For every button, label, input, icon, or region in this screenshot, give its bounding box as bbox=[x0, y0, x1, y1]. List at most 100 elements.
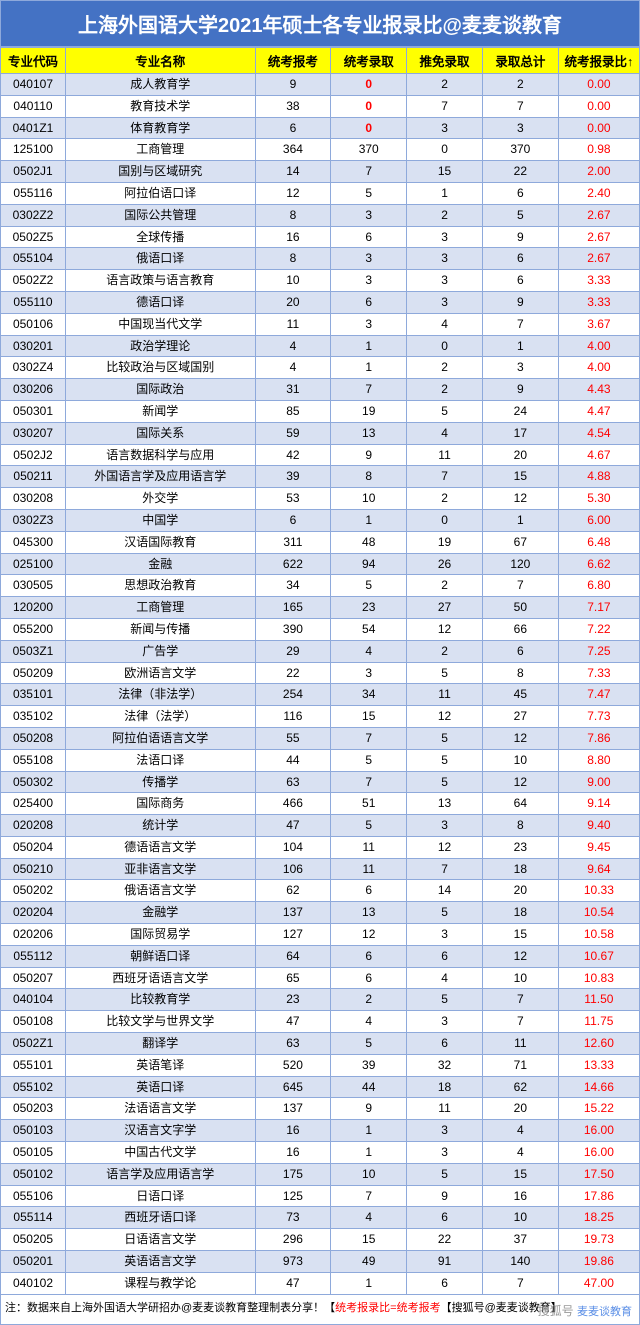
cell: 7 bbox=[331, 1185, 407, 1207]
cell: 法语口译 bbox=[65, 749, 255, 771]
cell: 125100 bbox=[1, 139, 66, 161]
cell: 364 bbox=[255, 139, 331, 161]
cell: 6 bbox=[331, 291, 407, 313]
cell: 广告学 bbox=[65, 640, 255, 662]
cell: 9.64 bbox=[558, 858, 639, 880]
cell: 9.40 bbox=[558, 815, 639, 837]
cell: 俄语语言文学 bbox=[65, 880, 255, 902]
cell: 12 bbox=[482, 945, 558, 967]
cell: 050106 bbox=[1, 313, 66, 335]
cell: 5 bbox=[407, 749, 483, 771]
cell: 阿拉伯语语言文学 bbox=[65, 727, 255, 749]
cell: 新闻学 bbox=[65, 400, 255, 422]
table-row: 040110教育技术学380770.00 bbox=[1, 95, 640, 117]
cell: 国别与区域研究 bbox=[65, 161, 255, 183]
cell: 63 bbox=[255, 1033, 331, 1055]
cell: 日语口译 bbox=[65, 1185, 255, 1207]
cell: 10 bbox=[331, 488, 407, 510]
cell: 0.00 bbox=[558, 95, 639, 117]
cell: 1 bbox=[331, 1272, 407, 1294]
table-row: 030206国际政治317294.43 bbox=[1, 379, 640, 401]
table-row: 055116阿拉伯语口译125162.40 bbox=[1, 182, 640, 204]
cell: 汉语言文字学 bbox=[65, 1120, 255, 1142]
cell: 汉语国际教育 bbox=[65, 531, 255, 553]
table-row: 020208统计学475389.40 bbox=[1, 815, 640, 837]
cell: 11 bbox=[331, 858, 407, 880]
cell: 39 bbox=[331, 1054, 407, 1076]
cell: 英语笔译 bbox=[65, 1054, 255, 1076]
cell: 2 bbox=[407, 488, 483, 510]
cell: 4 bbox=[255, 357, 331, 379]
cell: 1 bbox=[331, 1142, 407, 1164]
table-row: 050301新闻学85195244.47 bbox=[1, 400, 640, 422]
cell: 055200 bbox=[1, 618, 66, 640]
cell: 英语口译 bbox=[65, 1076, 255, 1098]
cell: 语言数据科学与应用 bbox=[65, 444, 255, 466]
footer-formula: 统考报录比=统考报考 bbox=[335, 1302, 440, 1314]
cell: 040104 bbox=[1, 989, 66, 1011]
cell: 3 bbox=[407, 226, 483, 248]
cell: 9 bbox=[407, 1185, 483, 1207]
cell: 语言学及应用语言学 bbox=[65, 1163, 255, 1185]
cell: 47.00 bbox=[558, 1272, 639, 1294]
table-row: 0502Z1翻译学63561112.60 bbox=[1, 1033, 640, 1055]
cell: 6 bbox=[482, 640, 558, 662]
cell: 2.40 bbox=[558, 182, 639, 204]
cell: 296 bbox=[255, 1229, 331, 1251]
cell: 11.50 bbox=[558, 989, 639, 1011]
cell: 8 bbox=[331, 466, 407, 488]
cell: 3 bbox=[331, 204, 407, 226]
cell: 13 bbox=[331, 902, 407, 924]
cell: 6 bbox=[255, 117, 331, 139]
cell: 4 bbox=[407, 313, 483, 335]
cell: 0 bbox=[407, 335, 483, 357]
cell: 2 bbox=[407, 204, 483, 226]
cell: 055112 bbox=[1, 945, 66, 967]
wm-source: 搜狐号 bbox=[538, 1304, 574, 1318]
cell: 14.66 bbox=[558, 1076, 639, 1098]
cell: 050201 bbox=[1, 1251, 66, 1273]
cell: 127 bbox=[255, 924, 331, 946]
cell: 2.67 bbox=[558, 248, 639, 270]
cell: 金融学 bbox=[65, 902, 255, 924]
cell: 040102 bbox=[1, 1272, 66, 1294]
col-header: 统考录取 bbox=[331, 48, 407, 74]
cell: 3 bbox=[407, 1142, 483, 1164]
cell: 10.54 bbox=[558, 902, 639, 924]
cell: 5 bbox=[482, 204, 558, 226]
table-row: 050211外国语言学及应用语言学3987154.88 bbox=[1, 466, 640, 488]
cell: 050211 bbox=[1, 466, 66, 488]
cell: 17 bbox=[482, 422, 558, 444]
cell: 9.00 bbox=[558, 771, 639, 793]
table-row: 0502Z5全球传播166392.67 bbox=[1, 226, 640, 248]
table-row: 045300汉语国际教育3114819676.48 bbox=[1, 531, 640, 553]
cell: 27 bbox=[407, 597, 483, 619]
cell: 44 bbox=[331, 1076, 407, 1098]
table-row: 025100金融62294261206.62 bbox=[1, 553, 640, 575]
cell: 050102 bbox=[1, 1163, 66, 1185]
cell: 7.47 bbox=[558, 684, 639, 706]
table-row: 050203法语语言文学1379112015.22 bbox=[1, 1098, 640, 1120]
cell: 0502Z1 bbox=[1, 1033, 66, 1055]
cell: 西班牙语语言文学 bbox=[65, 967, 255, 989]
table-row: 050201英语语言文学973499114019.86 bbox=[1, 1251, 640, 1273]
cell: 德语口译 bbox=[65, 291, 255, 313]
cell: 日语语言文学 bbox=[65, 1229, 255, 1251]
cell: 11 bbox=[331, 836, 407, 858]
table-row: 030207国际关系59134174.54 bbox=[1, 422, 640, 444]
cell: 3 bbox=[331, 248, 407, 270]
cell: 370 bbox=[331, 139, 407, 161]
cell: 2 bbox=[407, 640, 483, 662]
cell: 5 bbox=[407, 662, 483, 684]
table-row: 055106日语口译125791617.86 bbox=[1, 1185, 640, 1207]
cell: 20 bbox=[482, 1098, 558, 1120]
table-row: 040107成人教育学90220.00 bbox=[1, 74, 640, 96]
cell: 外交学 bbox=[65, 488, 255, 510]
cell: 025400 bbox=[1, 793, 66, 815]
cell: 7 bbox=[482, 575, 558, 597]
cell: 19.73 bbox=[558, 1229, 639, 1251]
cell: 0 bbox=[331, 117, 407, 139]
cell: 49 bbox=[331, 1251, 407, 1273]
cell: 645 bbox=[255, 1076, 331, 1098]
cell: 20 bbox=[255, 291, 331, 313]
